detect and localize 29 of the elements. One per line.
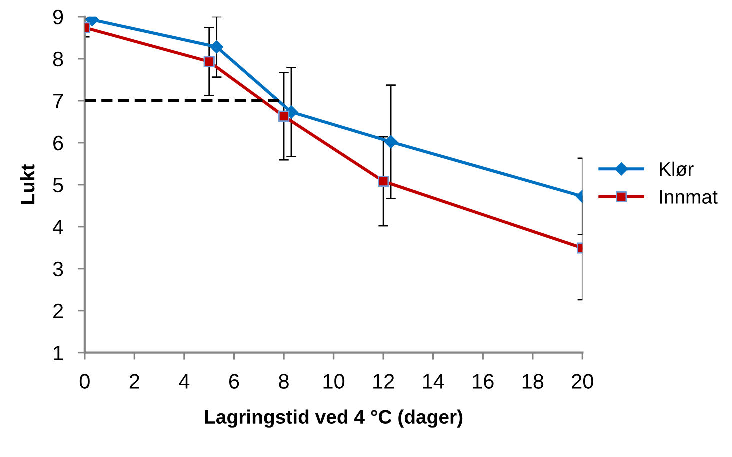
legend-label: Innmat (660, 190, 718, 204)
y-tick-label: 8 (53, 52, 64, 67)
x-tick-label: 4 (179, 374, 190, 389)
x-tick-label: 10 (324, 374, 345, 389)
x-tick-label: 0 (80, 374, 90, 389)
x-tick-label: 16 (473, 374, 494, 389)
y-tick-label: 3 (53, 262, 64, 277)
y-tick-label: 7 (54, 94, 64, 108)
y-tick-label: 5 (53, 178, 64, 193)
y-tick-label: 9 (53, 10, 64, 25)
y-axis-title: Lukt (20, 164, 35, 204)
x-tick-label: 12 (374, 374, 394, 389)
point (210, 40, 224, 54)
x-tick-label: 2 (130, 374, 140, 389)
point (384, 135, 398, 149)
x-tick-label: 20 (572, 374, 594, 389)
y-tick-label: 1 (54, 346, 64, 360)
legend-label: Klør (660, 162, 694, 176)
y-tick-label: 2 (54, 304, 64, 318)
y-tick-label: 6 (54, 136, 64, 151)
point (204, 56, 215, 68)
x-tick-label: 14 (423, 374, 444, 389)
x-tick-label: 8 (279, 374, 289, 389)
point (278, 110, 290, 122)
y-tick-label: 4 (52, 220, 64, 234)
x-tick-label: 6 (230, 374, 240, 389)
point (378, 176, 390, 188)
x-axis-title: Lagringstid ved 4 °C (dager) (205, 410, 463, 428)
x-tick-label: 18 (522, 374, 544, 389)
